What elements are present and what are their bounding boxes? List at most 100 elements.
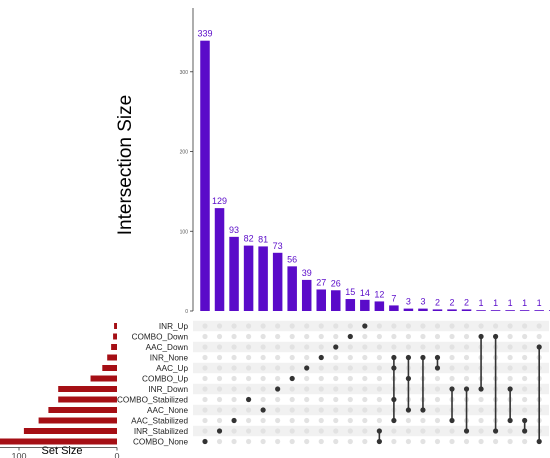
intersection-bar [389,305,399,311]
matrix-dot-inactive [449,354,455,361]
matrix-dot-inactive [231,344,237,350]
intersection-size-label: 7 [391,293,396,303]
matrix-dot-active [536,438,542,445]
matrix-dot-inactive [245,438,252,445]
intersection-size-label: 1 [537,298,542,308]
intersection-bar [490,310,501,311]
set-name-label: AAC_Up [156,364,188,373]
matrix-dot-inactive [405,417,412,424]
set-size-bar [90,375,117,382]
matrix-dot-inactive [216,417,223,424]
matrix-dot-active [391,417,397,424]
intersection-size-label: 81 [258,234,268,244]
intersection-bar [360,299,370,311]
matrix-dot-inactive [434,396,441,403]
matrix-dot-inactive [289,396,295,403]
set-matrix [193,320,549,445]
matrix-dot-inactive [304,344,310,350]
matrix-dot-inactive [391,344,397,350]
matrix-dot-inactive [376,333,382,340]
matrix-dot-inactive [333,323,339,329]
matrix-dot-inactive [347,428,353,434]
intersection-bar [243,245,254,311]
intersection-size-label: 15 [345,287,355,297]
intersection-size-label: 3 [406,297,411,307]
matrix-dot-inactive [216,438,223,445]
matrix-dot-inactive [333,375,339,382]
matrix-dot-inactive [318,407,324,413]
matrix-dot-inactive [289,417,295,424]
matrix-dot-inactive [376,354,382,361]
matrix-dot-inactive [260,354,266,361]
matrix-dot-inactive [260,323,266,329]
set-name-label: COMBO_Up [142,375,188,384]
matrix-dot-inactive [463,344,470,350]
matrix-dot-active [202,438,208,445]
set-name-label: AAC_Down [146,343,189,352]
matrix-dot-inactive [245,407,252,413]
matrix-dot-active [434,354,441,361]
y-tick-label: 0 [185,309,188,315]
intersection-bar [316,289,326,311]
y-tick-label: 200 [180,150,189,156]
matrix-dot-inactive [478,428,484,434]
set-size-axis-title: Set Size [42,445,83,457]
matrix-dot-inactive [376,344,382,350]
matrix-dot-inactive [202,386,208,392]
matrix-dot-inactive [275,428,281,434]
intersection-size-label: 1 [508,298,513,308]
intersection-bars: 3391299382817356392726151412733222111111 [197,29,550,311]
intersection-size-label: 26 [331,278,341,288]
set-size-bar [0,438,118,445]
matrix-dot-inactive [420,428,426,434]
matrix-dot-inactive [362,428,368,434]
matrix-row-stripe [193,404,549,416]
intersection-size-label: 93 [229,225,239,235]
matrix-dot-inactive [449,365,455,371]
intersection-size-label: 339 [197,29,212,39]
intersection-bar [403,308,414,311]
matrix-dot-inactive [318,438,324,445]
matrix-dot-active [318,354,324,361]
intersection-size-label: 129 [212,196,227,206]
matrix-dot-inactive [391,428,397,434]
matrix-dot-inactive [522,396,528,403]
matrix-dot-inactive [449,344,455,350]
matrix-dot-inactive [260,396,266,403]
matrix-dot-inactive [289,365,295,371]
intersection-size-label: 82 [244,234,254,244]
matrix-dot-inactive [347,323,353,329]
matrix-dot-active [231,417,237,424]
matrix-dot-inactive [333,407,339,413]
matrix-dot-active [376,428,382,434]
intersection-bar [432,309,443,311]
intersection-bar [272,252,283,311]
matrix-dot-inactive [434,407,441,413]
matrix-dot-inactive [304,428,310,434]
matrix-dot-inactive [347,344,353,350]
intersection-size-label: 1 [493,298,498,308]
intersection-bar [200,40,210,311]
matrix-dot-inactive [478,396,484,403]
matrix-dot-inactive [275,365,281,371]
matrix-dot-inactive [333,428,339,434]
matrix-dot-inactive [304,386,310,392]
matrix-dot-inactive [275,333,281,340]
matrix-dot-inactive [362,386,368,392]
matrix-dot-active [333,344,339,350]
matrix-dot-active [449,386,455,392]
matrix-dot-active [362,323,368,329]
set-name-label: COMBO_None [133,438,189,447]
intersection-bar [345,299,356,311]
set-size-bar [58,386,117,392]
matrix-dot-inactive [216,396,223,403]
matrix-dot-inactive [522,333,528,340]
matrix-dot-inactive [522,354,528,361]
matrix-dot-inactive [522,386,528,392]
intersection-size-label: 12 [374,289,384,299]
matrix-dot-inactive [463,438,470,445]
matrix-dot-inactive [202,428,208,434]
matrix-dot-inactive [333,396,339,403]
matrix-dot-inactive [289,333,295,340]
